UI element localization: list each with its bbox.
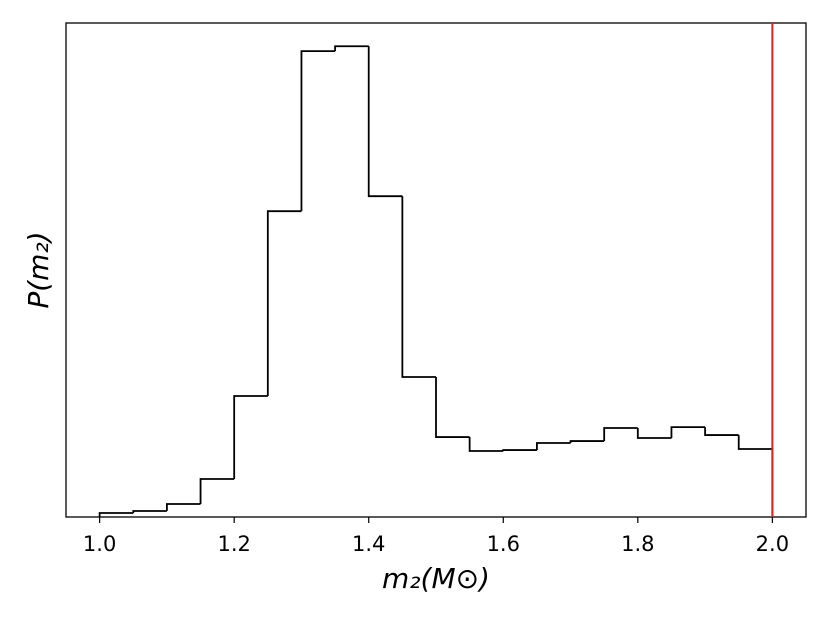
histogram-bin xyxy=(233,395,268,480)
x-axis-label: m₂(M⊙) xyxy=(382,562,490,595)
histogram-bin xyxy=(334,45,369,52)
x-tick-label: 1.6 xyxy=(487,532,520,556)
histogram-bin xyxy=(603,427,638,442)
y-axis-label: P(m₂) xyxy=(22,231,55,308)
histogram-bin xyxy=(367,46,403,198)
x-tick-label: 1.4 xyxy=(352,532,385,556)
histogram-bin xyxy=(132,510,167,514)
histogram-bin xyxy=(670,426,706,438)
histogram-bin xyxy=(199,478,235,504)
histogram-bin xyxy=(98,512,134,517)
x-tick-label: 2.0 xyxy=(756,532,789,556)
histogram-bin xyxy=(569,440,605,444)
histogram-bin xyxy=(300,50,336,212)
plot-frame xyxy=(65,22,807,518)
x-tick-label: 1.2 xyxy=(217,532,250,556)
x-tick-label: 1.8 xyxy=(621,532,654,556)
histogram-bin xyxy=(536,442,571,451)
histogram-bin xyxy=(636,428,672,439)
histogram-bin xyxy=(166,503,201,512)
histogram-bin xyxy=(737,435,774,517)
histogram-bin xyxy=(704,427,739,436)
histogram-bin xyxy=(435,377,470,438)
histogram-bin xyxy=(502,449,537,452)
x-tick-label: 1.0 xyxy=(83,532,116,556)
histogram-bin xyxy=(266,210,302,397)
histogram-bin xyxy=(468,437,504,452)
histogram-bin xyxy=(401,196,436,378)
